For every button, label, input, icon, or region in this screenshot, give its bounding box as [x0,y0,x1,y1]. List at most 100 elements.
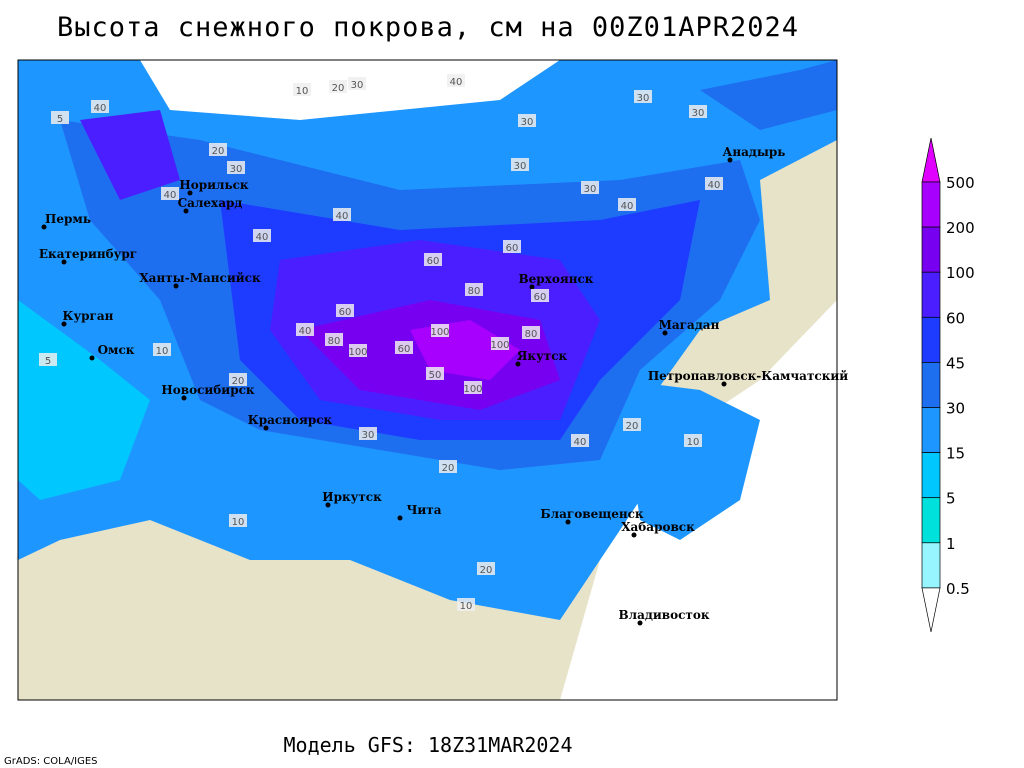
colorbar-label: 500 [946,174,975,192]
city-label: Салехард [178,196,243,210]
contour-label: 40 [708,180,721,191]
contour-label-box [457,598,475,611]
city-label: Магадан [659,318,720,332]
contour-label-box [689,105,707,118]
city-dot [637,620,643,626]
title: Высота снежного покрова, см на 00Z01APR2… [57,12,799,43]
city-label: Владивосток [618,608,709,622]
colorbar-swatch [921,271,941,318]
contour-label-box [293,83,311,96]
city-dot [727,157,733,163]
contour-label: 5 [45,356,51,367]
contour-label-box [395,341,413,354]
contour-label: 20 [442,463,455,474]
contour-label: 60 [398,344,411,355]
contour-label: 80 [525,329,538,340]
city-label: Благовещенск [540,507,644,521]
city-dot [325,502,331,508]
contour-label: 100 [463,384,482,395]
contour-label-box [571,434,589,447]
colorbar-label: 5 [946,490,956,508]
contour-label: 30 [521,117,534,128]
contour-label: 5 [57,114,63,125]
city-label: Иркутск [322,490,382,504]
contour-label-box [518,114,536,127]
city-dot [61,259,67,265]
city-dot [187,190,193,196]
contour-label-box [581,181,599,194]
city-dot [515,361,521,367]
contour-label: 60 [534,292,547,303]
contour-label: 30 [351,80,364,91]
city-label: Омск [98,343,135,357]
colorbar-cap [921,587,941,632]
contour-label: 30 [362,430,375,441]
city-dot [181,395,187,401]
city-label: Анадырь [723,145,786,159]
city-label: Новосибирск [161,383,254,397]
contour-label-box [503,240,521,253]
contour-label-box [359,427,377,440]
colorbar-swatch [921,542,941,589]
contour-label: 20 [212,146,225,157]
colorbar-swatch [921,362,941,408]
contour-label-box [227,161,245,174]
city-label: Курган [63,309,114,323]
contour-label-box [51,111,69,124]
colorbar-label: 200 [946,219,975,237]
credit: GrADS: COLA/IGES [4,756,98,767]
contour-label: 30 [230,164,243,175]
city-dot [41,224,47,230]
contour-label: 20 [480,565,493,576]
colorbar-swatch [921,181,941,228]
contour-label: 10 [232,517,245,528]
contour-label-box [684,434,702,447]
colorbar-label: 1 [946,535,956,553]
contour-label-box [431,324,449,337]
contour-label: 40 [336,211,349,222]
city-dot [529,284,535,290]
colorbar-label: 100 [946,264,975,282]
contour-label: 80 [468,286,481,297]
city-label: Пермь [45,212,91,226]
colorbar-label: 0.5 [946,580,970,598]
contour-label: 40 [164,190,177,201]
contour-label-box [161,187,179,200]
contour-label-box [477,562,495,575]
contour-label-box [522,326,540,339]
contour-label-box [329,80,347,93]
contour-label-box [634,90,652,103]
contour-label: 60 [427,256,440,267]
contour-label-box [447,74,465,87]
city-label: Хабаровск [621,520,695,534]
colorbar-label: 15 [946,445,965,463]
city-dot [631,532,637,538]
city-dot [183,208,189,214]
city-dot [89,355,95,361]
colorbar-label: 30 [946,400,965,418]
colorbar-swatch [921,226,941,273]
city-label: Екатеринбург [39,247,137,261]
map-frame [17,59,838,701]
contour-label: 30 [637,93,650,104]
contour-label: 40 [256,232,269,243]
contour-label-box [426,367,444,380]
contour-label: 50 [429,370,442,381]
contour-label: 10 [687,437,700,448]
contour-label-box [229,373,247,386]
contour-label: 30 [514,161,527,172]
contour-label-box [336,304,354,317]
city-dot [61,321,67,327]
contour-label-box [349,344,367,357]
contour-label: 40 [94,103,107,114]
contour-label: 40 [574,437,587,448]
contour-label-box [229,514,247,527]
city-dot [173,283,179,289]
colorbar-swatch [921,407,941,453]
colorbar-cap [921,137,941,183]
contour-label: 100 [430,327,449,338]
contour-label-box [618,198,636,211]
city-dot [721,381,727,387]
